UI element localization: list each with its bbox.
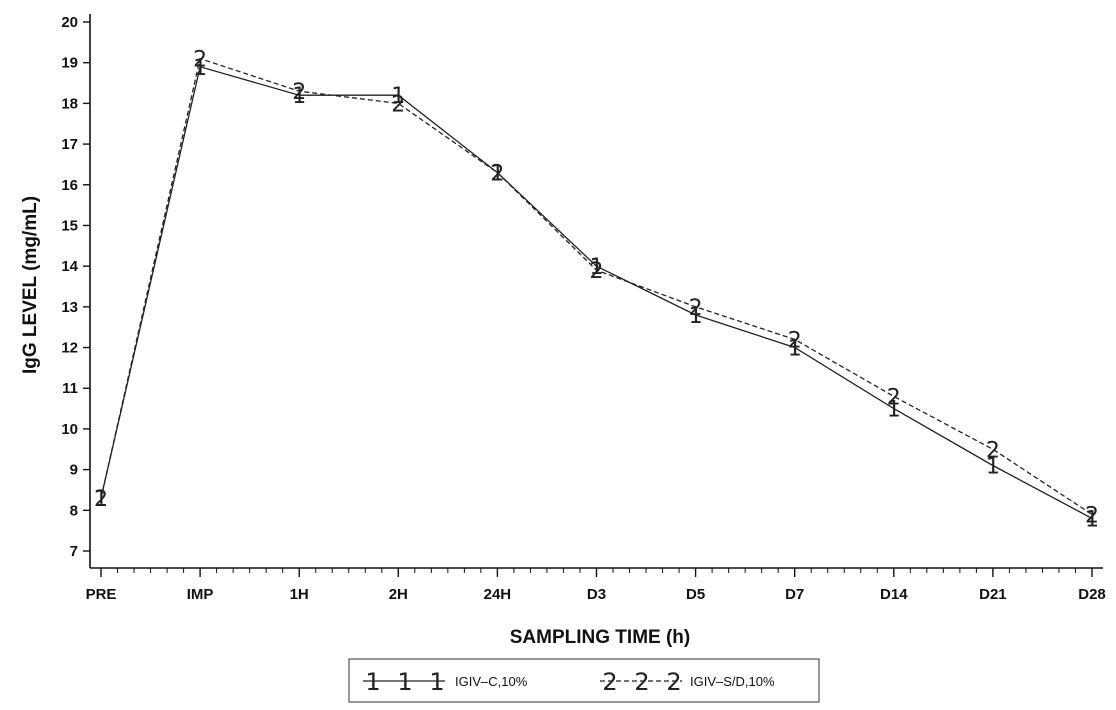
x-tick-label: 1H <box>290 586 309 603</box>
data-point-series-2: 2 <box>887 385 901 410</box>
data-point-series-2: 2 <box>193 48 207 73</box>
data-point-series-1: 1 <box>788 337 802 362</box>
y-tick-label: 9 <box>70 462 78 479</box>
y-tick-label: 7 <box>70 543 78 560</box>
legend-marker: 1 <box>365 668 380 696</box>
x-tick-label: 2H <box>389 586 408 603</box>
y-tick-label: 19 <box>61 55 78 72</box>
data-point-series-1: 1 <box>391 84 405 109</box>
legend-marker: 1 <box>429 668 444 696</box>
x-tick-label: D28 <box>1078 586 1106 603</box>
data-point-series-1: 1 <box>887 398 901 423</box>
x-tick-label: PRE <box>86 586 117 603</box>
y-tick-label: 15 <box>61 217 78 234</box>
data-point-series-2: 2 <box>391 92 405 117</box>
y-tick-label: 10 <box>61 421 78 438</box>
y-tick-label: 13 <box>61 299 78 316</box>
y-tick-label: 16 <box>61 177 78 194</box>
x-tick-label: D21 <box>979 586 1007 603</box>
data-point-series-1: 1 <box>986 455 1000 480</box>
legend: 1 1 1 IGIV–C,10% 2 2 2 IGIV–S/D,10% <box>348 658 820 703</box>
y-tick-label: 8 <box>70 502 78 519</box>
legend-marker: 2 <box>602 668 617 696</box>
legend-label: IGIV–C,10% <box>455 674 528 689</box>
data-point-series-2: 2 <box>490 162 504 187</box>
legend-entry-2: 2 2 2 IGIV–S/D,10% <box>600 668 775 696</box>
data-point-series-1: 1 <box>193 56 207 81</box>
series-line-2 <box>100 57 1093 515</box>
x-tick-label: D5 <box>686 586 705 603</box>
data-point-series-2: 2 <box>292 80 306 105</box>
x-tick-label: D14 <box>880 586 908 603</box>
y-tick-label: 17 <box>61 136 78 153</box>
data-point-series-2: 2 <box>1085 503 1099 528</box>
data-point-series-2: 2 <box>689 296 703 321</box>
data-point-series-1: 1 <box>590 255 604 280</box>
x-tick-label: 24H <box>484 586 512 603</box>
legend-entry-1: 1 1 1 IGIV–C,10% <box>363 668 528 696</box>
data-point-series-1: 1 <box>94 487 108 512</box>
y-tick-label: 11 <box>62 380 78 397</box>
y-tick-label: 14 <box>61 258 78 275</box>
x-tick-label: IMP <box>187 586 214 603</box>
y-tick-label: 18 <box>61 95 78 112</box>
y-tick-label: 12 <box>61 340 78 357</box>
x-axis-title: SAMPLING TIME (h) <box>510 627 690 648</box>
legend-label: IGIV–S/D,10% <box>690 674 775 689</box>
legend-marker: 2 <box>634 668 649 696</box>
data-point-series-1: 1 <box>292 84 306 109</box>
data-point-series-2: 2 <box>788 328 802 353</box>
data-point-series-2: 2 <box>986 438 1000 463</box>
data-point-series-1: 1 <box>689 304 703 329</box>
x-tick-label: D7 <box>785 586 804 603</box>
x-tick-label: D3 <box>587 586 606 603</box>
data-point-series-1: 1 <box>1085 507 1099 532</box>
legend-marker: 1 <box>397 668 412 696</box>
y-tick-label: 20 <box>61 14 78 31</box>
data-point-series-2: 2 <box>94 487 108 512</box>
legend-marker: 2 <box>666 668 681 696</box>
data-point-series-2: 2 <box>590 259 604 284</box>
series-line-1 <box>100 65 1093 519</box>
y-axis-title: IgG LEVEL (mg/mL) <box>20 196 41 374</box>
data-point-series-1: 1 <box>490 162 504 187</box>
